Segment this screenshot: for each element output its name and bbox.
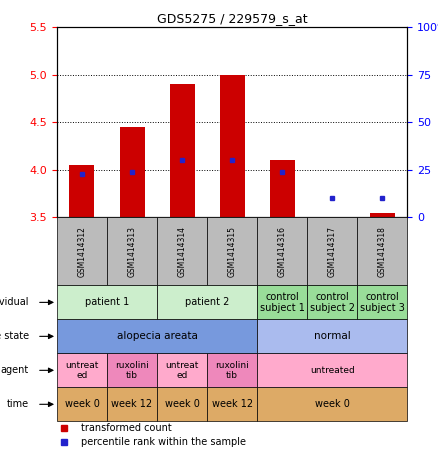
Bar [107, 353, 157, 387]
Title: GDS5275 / 229579_s_at: GDS5275 / 229579_s_at [157, 12, 307, 24]
Text: control
subject 3: control subject 3 [360, 292, 405, 313]
Text: week 12: week 12 [111, 399, 152, 410]
Bar [120, 127, 145, 217]
Text: week 0: week 0 [165, 399, 200, 410]
Text: untreat
ed: untreat ed [65, 361, 99, 380]
Bar [170, 84, 194, 217]
Bar [270, 160, 295, 217]
Bar [370, 213, 395, 217]
Text: week 0: week 0 [315, 399, 350, 410]
Text: normal: normal [314, 331, 351, 342]
Bar [57, 353, 107, 387]
Text: week 0: week 0 [64, 399, 99, 410]
Text: patient 2: patient 2 [185, 297, 230, 308]
Text: untreat
ed: untreat ed [166, 361, 199, 380]
Bar [70, 165, 95, 217]
Bar [307, 217, 357, 285]
Text: GSM1414316: GSM1414316 [278, 226, 287, 277]
Bar [57, 217, 107, 285]
Bar [157, 387, 207, 421]
Text: control
subject 1: control subject 1 [260, 292, 305, 313]
Text: control
subject 2: control subject 2 [310, 292, 355, 313]
Text: GSM1414312: GSM1414312 [78, 226, 86, 277]
Text: time: time [7, 399, 29, 410]
Text: agent: agent [1, 365, 29, 376]
Text: week 12: week 12 [212, 399, 253, 410]
Bar [207, 387, 257, 421]
Bar [357, 285, 407, 319]
Text: untreated: untreated [310, 366, 355, 375]
Bar [357, 217, 407, 285]
Bar [257, 387, 407, 421]
Text: disease state: disease state [0, 331, 29, 342]
Bar [257, 217, 307, 285]
Bar [207, 353, 257, 387]
Bar [107, 387, 157, 421]
Bar [219, 75, 245, 217]
Bar [57, 285, 157, 319]
Text: individual: individual [0, 297, 29, 308]
Bar [207, 217, 257, 285]
Bar [257, 353, 407, 387]
Text: GSM1414318: GSM1414318 [378, 226, 387, 277]
Bar [157, 353, 207, 387]
Bar [57, 319, 257, 353]
Bar [257, 319, 407, 353]
Text: ruxolini
tib: ruxolini tib [215, 361, 249, 380]
Text: transformed count: transformed count [81, 423, 172, 433]
Bar [157, 285, 257, 319]
Text: GSM1414313: GSM1414313 [127, 226, 137, 277]
Text: patient 1: patient 1 [85, 297, 129, 308]
Bar [257, 285, 307, 319]
Text: GSM1414314: GSM1414314 [177, 226, 187, 277]
Bar [107, 217, 157, 285]
Text: ruxolini
tib: ruxolini tib [115, 361, 149, 380]
Text: percentile rank within the sample: percentile rank within the sample [81, 437, 247, 447]
Bar [307, 285, 357, 319]
Text: alopecia areata: alopecia areata [117, 331, 198, 342]
Bar [57, 387, 107, 421]
Bar [157, 217, 207, 285]
Text: GSM1414315: GSM1414315 [228, 226, 237, 277]
Text: GSM1414317: GSM1414317 [328, 226, 337, 277]
